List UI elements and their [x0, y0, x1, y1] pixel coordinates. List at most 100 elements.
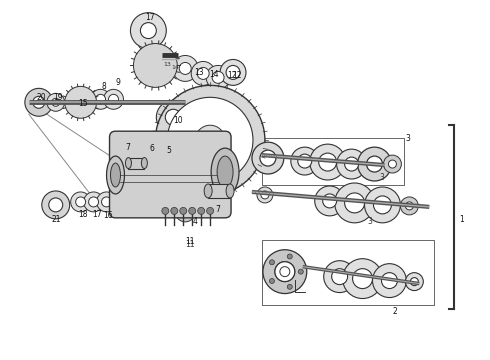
- Circle shape: [287, 254, 292, 259]
- Circle shape: [165, 109, 181, 125]
- Circle shape: [130, 13, 166, 49]
- Circle shape: [323, 194, 337, 208]
- Text: 5: 5: [166, 145, 171, 154]
- Circle shape: [291, 147, 318, 175]
- Circle shape: [89, 197, 98, 207]
- Circle shape: [410, 278, 418, 285]
- Circle shape: [167, 97, 253, 183]
- Circle shape: [96, 94, 105, 104]
- Circle shape: [180, 207, 187, 214]
- Text: 11: 11: [185, 240, 195, 249]
- Text: 7: 7: [125, 143, 130, 152]
- Text: 14: 14: [209, 70, 219, 79]
- Text: 18: 18: [78, 210, 87, 219]
- Circle shape: [220, 59, 246, 85]
- Circle shape: [108, 94, 119, 104]
- Circle shape: [365, 187, 400, 223]
- Circle shape: [91, 89, 111, 109]
- Circle shape: [353, 269, 372, 289]
- Circle shape: [155, 85, 265, 195]
- Circle shape: [141, 23, 156, 39]
- Bar: [128, 158, 145, 169]
- Circle shape: [257, 187, 273, 203]
- Circle shape: [343, 259, 383, 298]
- Circle shape: [318, 153, 337, 171]
- Ellipse shape: [142, 158, 147, 168]
- Text: 3: 3: [379, 173, 384, 182]
- Text: 17: 17: [92, 210, 101, 219]
- Ellipse shape: [204, 184, 212, 198]
- Circle shape: [191, 62, 215, 85]
- Circle shape: [189, 207, 196, 214]
- Circle shape: [101, 197, 112, 207]
- Ellipse shape: [111, 163, 121, 187]
- Circle shape: [148, 159, 156, 167]
- Text: 4: 4: [193, 217, 197, 226]
- Circle shape: [252, 142, 284, 174]
- Circle shape: [298, 154, 312, 168]
- Circle shape: [275, 262, 295, 282]
- Circle shape: [324, 261, 356, 293]
- Circle shape: [84, 192, 103, 212]
- Circle shape: [344, 157, 359, 171]
- Circle shape: [260, 150, 276, 166]
- Text: 13: 13: [195, 68, 204, 77]
- Text: 12: 12: [227, 71, 237, 80]
- Text: 8: 8: [101, 82, 106, 91]
- Text: 7: 7: [216, 206, 220, 215]
- Circle shape: [179, 62, 191, 75]
- Text: 9: 9: [115, 78, 120, 87]
- Circle shape: [263, 250, 307, 293]
- Circle shape: [310, 144, 345, 180]
- Ellipse shape: [217, 156, 233, 188]
- Circle shape: [195, 125, 225, 155]
- Text: 20: 20: [37, 93, 47, 102]
- Text: 17: 17: [146, 13, 155, 22]
- Ellipse shape: [226, 184, 234, 198]
- Circle shape: [389, 160, 396, 168]
- Text: 3: 3: [405, 134, 410, 143]
- Circle shape: [74, 95, 88, 109]
- Circle shape: [33, 96, 45, 108]
- Text: 6: 6: [150, 144, 155, 153]
- Circle shape: [25, 88, 53, 116]
- Circle shape: [287, 284, 292, 289]
- Text: 19: 19: [53, 93, 63, 102]
- Bar: [208, 184, 230, 198]
- Circle shape: [162, 207, 169, 214]
- Circle shape: [103, 89, 123, 109]
- Circle shape: [71, 192, 91, 212]
- Circle shape: [344, 193, 365, 213]
- Circle shape: [373, 196, 392, 214]
- Circle shape: [197, 67, 209, 80]
- Circle shape: [75, 197, 86, 207]
- Circle shape: [405, 273, 423, 291]
- Circle shape: [372, 264, 406, 298]
- Ellipse shape: [125, 158, 131, 168]
- Text: 11: 11: [185, 237, 195, 246]
- Circle shape: [280, 267, 290, 276]
- FancyBboxPatch shape: [110, 131, 231, 218]
- Circle shape: [133, 44, 177, 87]
- Circle shape: [337, 149, 367, 179]
- Circle shape: [77, 99, 84, 105]
- Circle shape: [151, 62, 159, 69]
- Circle shape: [156, 100, 190, 134]
- Circle shape: [171, 207, 178, 214]
- Circle shape: [197, 207, 205, 214]
- Circle shape: [42, 191, 70, 219]
- Text: 15: 15: [78, 99, 87, 108]
- Circle shape: [212, 71, 224, 84]
- Ellipse shape: [106, 156, 124, 194]
- Circle shape: [335, 183, 374, 223]
- Circle shape: [270, 260, 274, 265]
- Text: 2: 2: [392, 307, 397, 316]
- Circle shape: [49, 198, 63, 212]
- Circle shape: [367, 156, 383, 172]
- Circle shape: [161, 161, 169, 169]
- Circle shape: [65, 86, 97, 118]
- Text: 10: 10: [173, 116, 183, 125]
- Circle shape: [207, 207, 214, 214]
- Circle shape: [175, 202, 195, 222]
- Circle shape: [332, 269, 347, 285]
